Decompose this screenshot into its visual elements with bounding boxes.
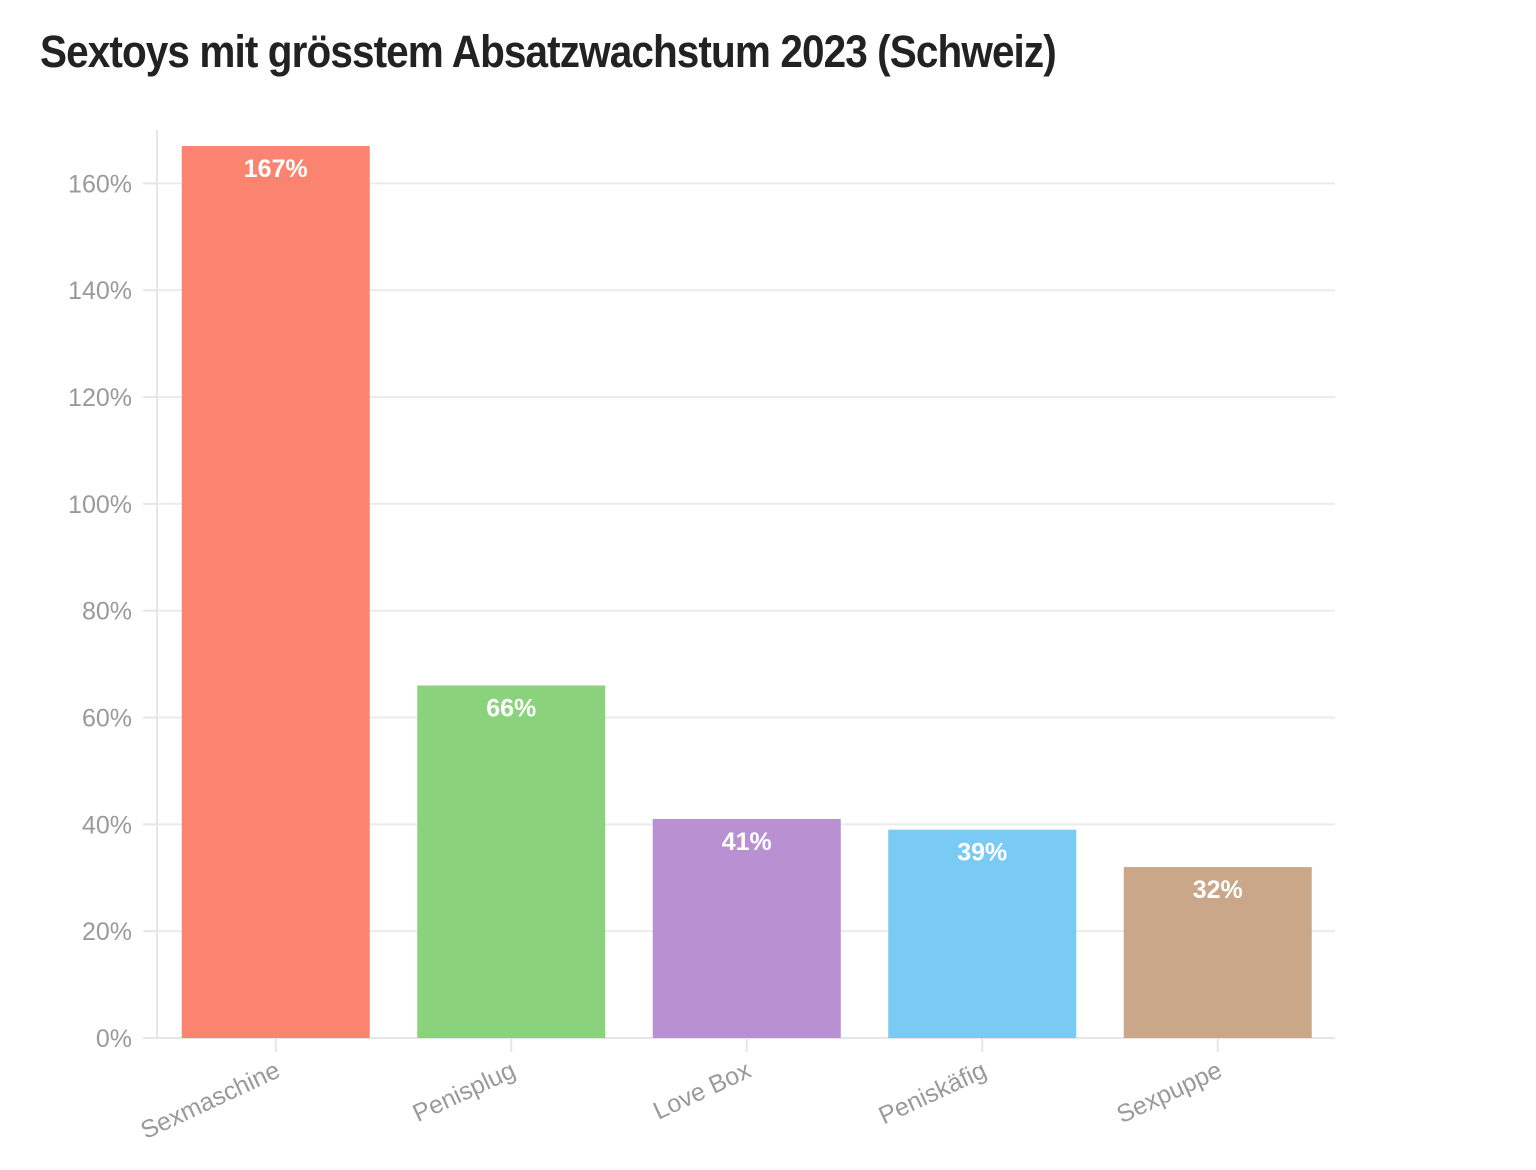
bar-value-label: 39% (957, 839, 1007, 867)
bar-value-label: 66% (486, 694, 536, 722)
bar-love-box[interactable] (652, 819, 841, 1038)
y-tick-label: 0% (96, 1025, 132, 1053)
axis-layer: 0% 20% 40% 60% 80% 100% 120% 140% 160% (68, 130, 1335, 1053)
x-category-label: Love Box (649, 1056, 756, 1126)
y-tick-label: 20% (82, 918, 132, 946)
bars-layer (181, 146, 1312, 1038)
x-category-label: Peniskäfig (874, 1056, 990, 1130)
y-tick-label: 160% (68, 170, 132, 198)
bar-value-label: 32% (1193, 876, 1243, 904)
x-category-label: Sexpuppe (1112, 1056, 1226, 1129)
y-tick-label: 60% (82, 705, 132, 733)
y-tick-label: 140% (68, 277, 132, 305)
bar-value-label: 167% (244, 155, 308, 183)
y-tick-label: 100% (68, 491, 132, 519)
bar-value-label: 41% (722, 828, 772, 856)
x-category-label: Sexmaschine (136, 1056, 284, 1145)
x-category-label: Penisplug (408, 1056, 519, 1128)
chart-title: Sextoys mit grösstem Absatzwachstum 2023… (40, 26, 1057, 77)
bar-sexpuppe[interactable] (1123, 867, 1312, 1038)
y-tick-label: 40% (82, 811, 132, 839)
bar-penisplug[interactable] (417, 685, 606, 1038)
bar-penisk-fig[interactable] (888, 829, 1077, 1038)
y-tick-label: 120% (68, 384, 132, 412)
bar-sexmaschine[interactable] (181, 146, 370, 1038)
y-tick-label: 80% (82, 598, 132, 626)
